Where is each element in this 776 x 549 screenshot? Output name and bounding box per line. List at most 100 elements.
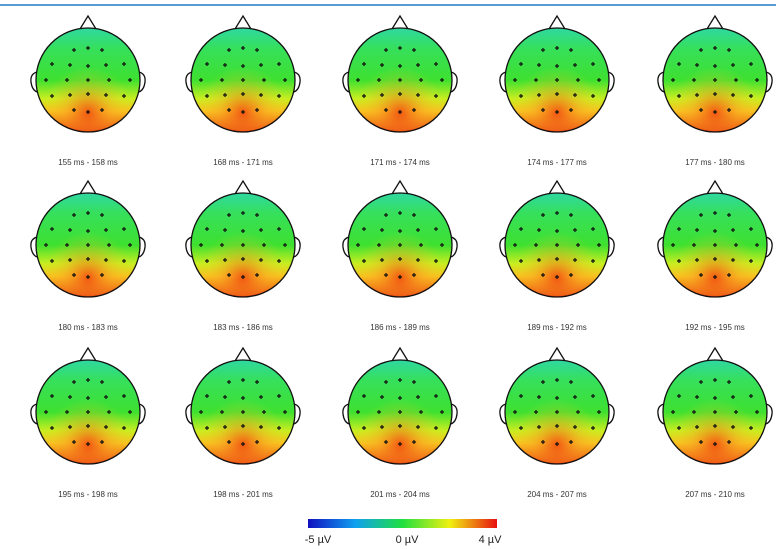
electrode bbox=[107, 78, 111, 82]
electrode bbox=[86, 78, 90, 82]
electrode bbox=[695, 395, 699, 399]
electrode bbox=[591, 259, 595, 263]
right-ear bbox=[450, 236, 458, 258]
electrode bbox=[699, 48, 703, 52]
electrode bbox=[749, 94, 753, 98]
electrode bbox=[107, 410, 111, 414]
topomap bbox=[657, 346, 773, 465]
electrode bbox=[227, 440, 231, 444]
panel-label: 186 ms - 189 ms bbox=[370, 323, 430, 332]
electrode bbox=[519, 394, 523, 398]
electrode bbox=[573, 93, 577, 97]
nose bbox=[79, 179, 97, 195]
electrode bbox=[283, 78, 287, 82]
topomap bbox=[30, 179, 146, 298]
electrode bbox=[128, 410, 132, 414]
left-ear bbox=[499, 71, 507, 93]
panel-label: 189 ms - 192 ms bbox=[527, 323, 587, 332]
electrode bbox=[227, 48, 231, 52]
electrode bbox=[122, 394, 126, 398]
electrode bbox=[241, 424, 245, 428]
electrode bbox=[241, 378, 245, 382]
electrode bbox=[513, 410, 517, 414]
electrode bbox=[241, 92, 245, 96]
electrode bbox=[241, 410, 245, 414]
electrode bbox=[755, 78, 759, 82]
electrode bbox=[537, 228, 541, 232]
electrode bbox=[50, 62, 54, 66]
electrode bbox=[255, 273, 259, 277]
electrode bbox=[513, 243, 517, 247]
electrode bbox=[128, 243, 132, 247]
electrode bbox=[205, 426, 209, 430]
right-ear bbox=[293, 71, 301, 93]
electrode bbox=[86, 442, 90, 446]
colorbar bbox=[308, 519, 497, 528]
left-ear bbox=[657, 71, 665, 93]
electrode bbox=[555, 442, 559, 446]
right-ear bbox=[138, 236, 146, 258]
electrode bbox=[699, 440, 703, 444]
electrode bbox=[537, 425, 541, 429]
electrode bbox=[398, 46, 402, 50]
electrode bbox=[541, 380, 545, 384]
electrode bbox=[241, 78, 245, 82]
electrode bbox=[555, 229, 559, 233]
electrode bbox=[377, 78, 381, 82]
electrode bbox=[537, 258, 541, 262]
panel-label: 155 ms - 158 ms bbox=[58, 158, 118, 167]
electrode bbox=[695, 425, 699, 429]
electrode bbox=[277, 94, 281, 98]
electrode bbox=[262, 410, 266, 414]
electrode bbox=[412, 380, 416, 384]
electrode bbox=[100, 213, 104, 217]
topomap bbox=[342, 179, 458, 298]
electrode bbox=[534, 243, 538, 247]
nose bbox=[706, 14, 724, 30]
electrode bbox=[255, 108, 259, 112]
electrode bbox=[205, 62, 209, 66]
electrode bbox=[223, 63, 227, 67]
electrode bbox=[519, 426, 523, 430]
electrode bbox=[713, 442, 717, 446]
electrode bbox=[100, 440, 104, 444]
electrode bbox=[416, 228, 420, 232]
electrode bbox=[537, 63, 541, 67]
electrode bbox=[86, 257, 90, 261]
electrode bbox=[356, 410, 360, 414]
colorbar-label: -5 µV bbox=[305, 534, 332, 546]
electrode bbox=[677, 62, 681, 66]
electrode bbox=[277, 62, 281, 66]
electrode bbox=[713, 229, 717, 233]
electrode bbox=[569, 440, 573, 444]
electrode bbox=[398, 257, 402, 261]
electrode bbox=[731, 395, 735, 399]
electrode bbox=[86, 64, 90, 68]
panel-label: 180 ms - 183 ms bbox=[58, 323, 118, 332]
electrode bbox=[576, 410, 580, 414]
electrode bbox=[699, 380, 703, 384]
electrode bbox=[65, 410, 69, 414]
topomap bbox=[185, 14, 301, 133]
electrode bbox=[86, 410, 90, 414]
electrode bbox=[519, 259, 523, 263]
nose bbox=[79, 14, 97, 30]
left-ear bbox=[185, 236, 193, 258]
nose bbox=[391, 179, 409, 195]
left-ear bbox=[30, 71, 38, 93]
electrode bbox=[104, 425, 108, 429]
electrode bbox=[419, 243, 423, 247]
electrode bbox=[262, 243, 266, 247]
electrode bbox=[398, 110, 402, 114]
electrode bbox=[692, 410, 696, 414]
nose bbox=[234, 346, 252, 362]
electrode bbox=[259, 63, 263, 67]
electrode bbox=[68, 258, 72, 262]
electrode bbox=[255, 380, 259, 384]
electrode bbox=[398, 92, 402, 96]
electrode bbox=[727, 273, 731, 277]
electrode bbox=[241, 396, 245, 400]
electrode bbox=[384, 108, 388, 112]
electrode bbox=[277, 394, 281, 398]
topomap bbox=[657, 179, 773, 298]
